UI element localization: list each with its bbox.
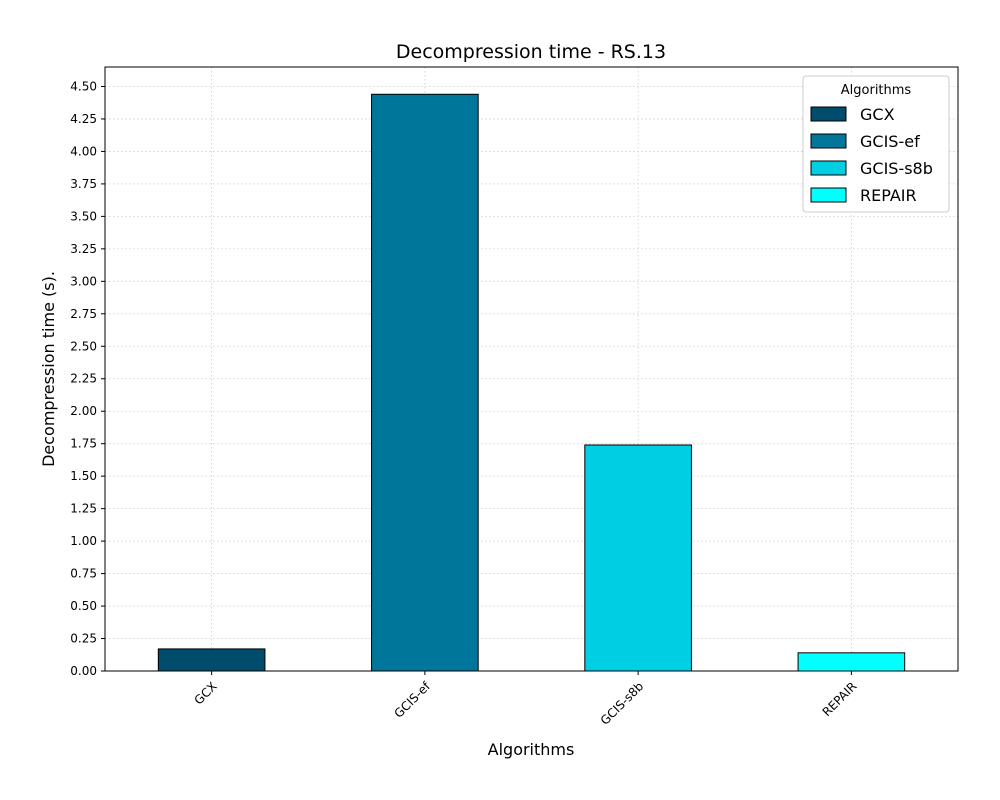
- y-tick-label: 0.25: [70, 632, 97, 646]
- y-tick-label: 2.25: [70, 372, 97, 386]
- legend: Algorithms GCX GCIS-ef GCIS-s8b REPAIR: [802, 75, 950, 213]
- x-axis-title: Algorithms: [488, 740, 575, 759]
- legend-swatch: [810, 133, 847, 149]
- y-tick-label: 1.00: [70, 534, 97, 548]
- y-tick-label: 2.50: [70, 339, 97, 353]
- legend-title: Algorithms: [841, 83, 912, 98]
- plot-frame: [104, 66, 959, 672]
- chart-title: Decompression time - RS.13: [396, 41, 666, 63]
- y-tick-label: 3.75: [70, 177, 97, 191]
- bar-gcis-s8b: [584, 444, 692, 672]
- y-tick-label: 0.50: [70, 599, 97, 613]
- x-tick-label: GCIS-s8b: [598, 679, 647, 728]
- y-tick-label: 0.00: [70, 664, 97, 678]
- y-tick-label: 3.25: [70, 242, 97, 256]
- y-tick-label: 4.00: [70, 144, 97, 158]
- y-axis-title: Decompression time (s).: [39, 271, 58, 467]
- bars-layer: [157, 93, 906, 672]
- y-tick-label: 0.75: [70, 567, 97, 581]
- legend-label: REPAIR: [860, 186, 917, 205]
- legend-swatch: [810, 187, 847, 203]
- bar-gcis-ef: [371, 93, 479, 672]
- x-tick-label: REPAIR: [820, 679, 860, 719]
- y-tick-label: 1.75: [70, 437, 97, 451]
- x-tick-label: GCIS-ef: [391, 679, 433, 721]
- bar-gcx: [157, 648, 266, 672]
- y-tick-label: 1.50: [70, 469, 97, 483]
- legend-label: GCX: [860, 105, 895, 124]
- y-tick-label: 3.50: [70, 209, 97, 223]
- legend-label: GCIS-s8b: [860, 159, 933, 178]
- y-tick-label: 2.75: [70, 307, 97, 321]
- legend-label: GCIS-ef: [860, 132, 920, 151]
- y-tick-label: 4.25: [70, 112, 97, 126]
- y-tick-label: 1.25: [70, 502, 97, 516]
- legend-swatch: [810, 106, 847, 122]
- legend-swatch: [810, 160, 847, 176]
- bar-repair: [797, 652, 906, 672]
- y-tick-label: 4.50: [70, 79, 97, 93]
- x-tick-label: GCX: [192, 679, 220, 707]
- y-tick-label: 2.00: [70, 404, 97, 418]
- y-tick-label: 3.00: [70, 274, 97, 288]
